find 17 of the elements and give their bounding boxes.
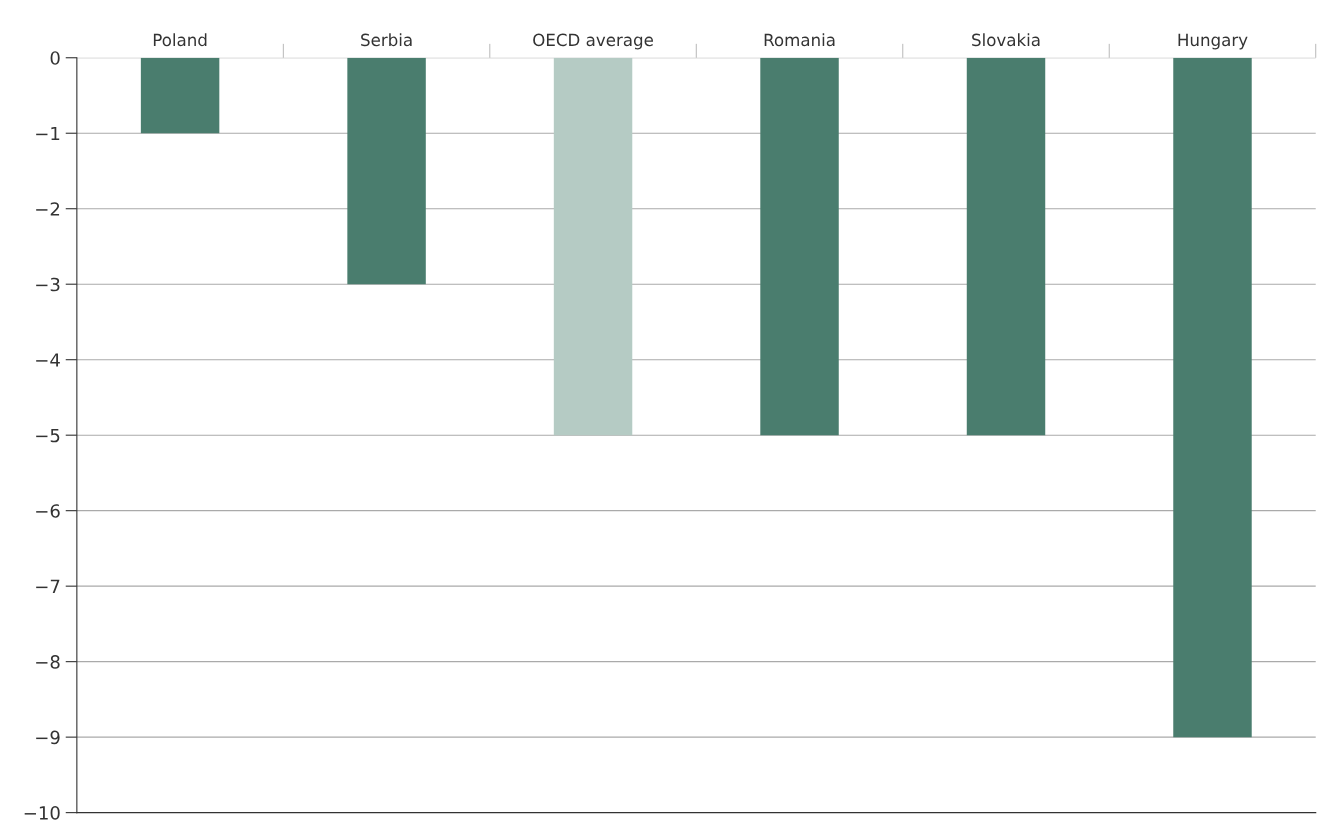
x-tick-label: Serbia	[361, 33, 412, 47]
y-tick-label: −5	[36, 428, 60, 443]
y-tick-label: −4	[36, 353, 60, 367]
x-tick-label: OECD average	[533, 33, 653, 50]
y-tick-label: −10	[24, 806, 60, 820]
x-tick-label: Poland	[153, 33, 207, 47]
y-tick-label: −6	[36, 504, 60, 518]
y-tick-label: −9	[36, 730, 60, 745]
y-tick-label: −3	[36, 277, 60, 292]
y-tick-label: −2	[36, 202, 60, 216]
y-tick-label: −1	[36, 126, 60, 141]
x-tick-label: Romania	[764, 33, 835, 47]
x-tick-label: Slovakia	[972, 33, 1040, 47]
x-tick-label: Hungary	[1178, 33, 1248, 50]
y-tick-label: −7	[36, 579, 60, 594]
y-tick-label: 0	[50, 51, 60, 65]
y-tick-label: −8	[36, 655, 60, 669]
